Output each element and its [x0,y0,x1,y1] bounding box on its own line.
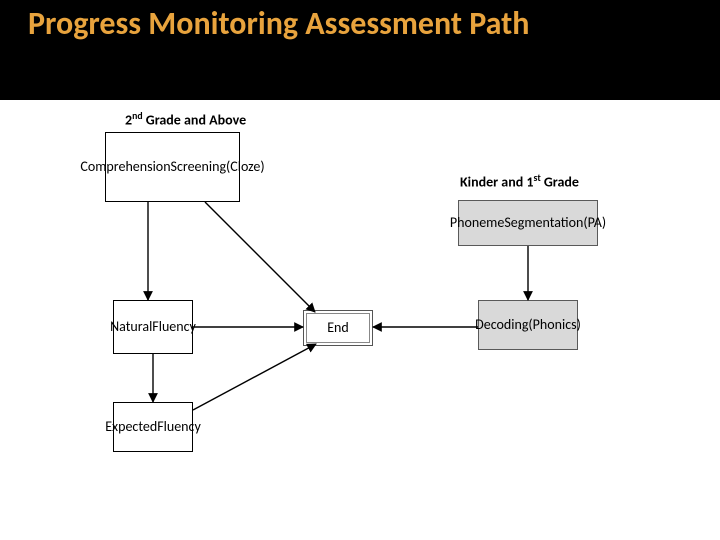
heading-left: 2nd Grade and Above [125,110,246,129]
node-phoneme-segmentation: PhonemeSegmentation(PA) [458,200,598,246]
node-decoding: Decoding(Phonics) [478,300,578,350]
node-expected-fluency: ExpectedFluency [113,402,193,452]
title-bar: Progress Monitoring Assessment Path [0,0,720,100]
node-end: End [303,310,373,346]
node-comprehension: ComprehensionScreening(Cloze) [105,132,240,202]
node-natural-fluency: NaturalFluency [113,300,193,354]
heading-right: Kinder and 1st Grade [460,172,579,191]
page-title: Progress Monitoring Assessment Path [28,6,692,43]
edge-expected_fluency-to-end [193,344,316,410]
slide: Progress Monitoring Assessment Path 2nd … [0,0,720,540]
edge-comprehension-to-end [205,202,315,312]
diagram-area: 2nd Grade and Above Kinder and 1st Grade… [0,100,720,540]
